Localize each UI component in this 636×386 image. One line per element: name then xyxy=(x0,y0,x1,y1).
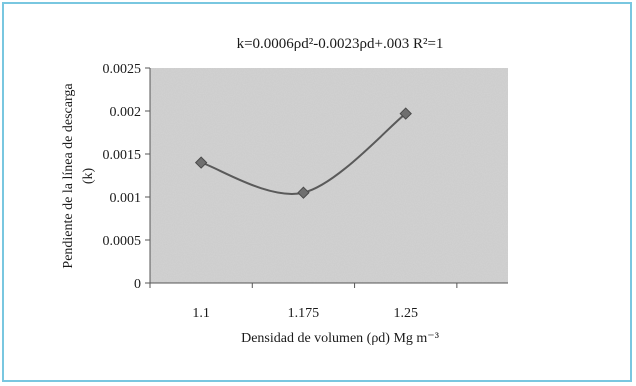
y-tick-label: 0.0005 xyxy=(103,234,142,249)
y-axis-label-line2: (k) xyxy=(81,168,96,185)
chart-title: k=0.0006ρd²-0.0023ρd+.003 R²=1 xyxy=(237,36,444,52)
plot-area-texture xyxy=(150,68,508,283)
x-tick-label: 1.175 xyxy=(288,306,320,321)
x-tick-label: 1.1 xyxy=(192,306,210,321)
x-tick-label: 1.25 xyxy=(393,306,418,321)
y-tick-label: 0 xyxy=(134,277,141,292)
y-tick-label: 0.002 xyxy=(110,105,142,120)
data-point-marker xyxy=(194,156,208,169)
y-tick-label: 0.0015 xyxy=(103,148,142,163)
data-point-marker xyxy=(297,186,310,199)
series-marks xyxy=(194,107,412,199)
axes: 0 0.0005 0.001 0.0015 0.002 0.0025 1.1 1.175 1.2… xyxy=(103,62,508,321)
y-axis-label: Pendiente de la línea de descarga (k) xyxy=(61,83,96,269)
y-axis-label-line1: Pendiente de la línea de descarga xyxy=(61,83,76,269)
data-point-marker xyxy=(399,107,412,120)
y-tick-label: 0.001 xyxy=(110,191,142,206)
x-axis-label: Densidad de volumen (ρd) Mg m⁻³ xyxy=(241,331,439,346)
y-tick-label: 0.0025 xyxy=(103,62,142,77)
